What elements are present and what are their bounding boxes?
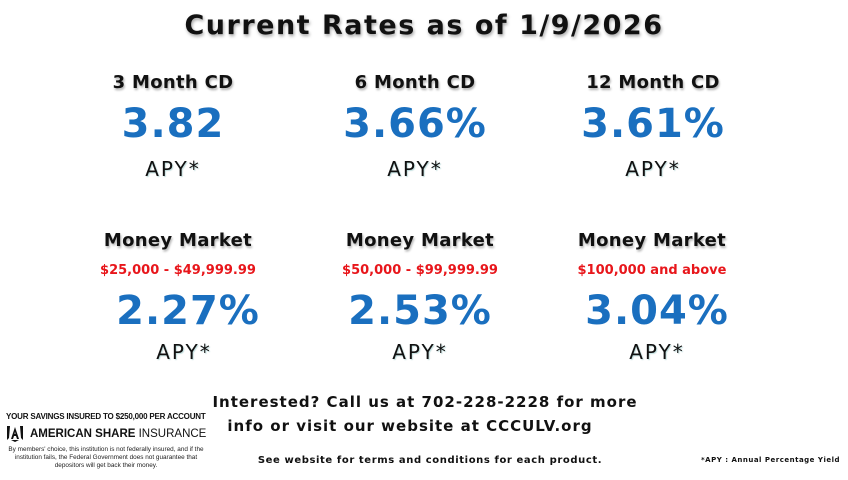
product-label: Money Market — [577, 230, 727, 251]
apy-label: APY* — [145, 157, 201, 181]
apy-label: APY* — [625, 157, 681, 181]
product-label: Money Market — [345, 230, 495, 251]
rate-value: 2.53% — [348, 288, 492, 334]
rate-card-3-month-cd: 3 Month CD 3.82 APY* — [88, 72, 258, 181]
rate-card-12-month-cd: 12 Month CD 3.61% APY* — [568, 72, 738, 181]
rate-card-money-market-tier-2: Money Market $50,000 - $99,999.99 2.53% … — [330, 230, 510, 364]
rate-card-6-month-cd: 6 Month CD 3.66% APY* — [330, 72, 500, 181]
contact-info: Interested? Call us at 702-228-2228 for … — [210, 390, 640, 438]
insurance-disclaimer: By members' choice, this institution is … — [8, 446, 204, 469]
apy-label: APY* — [392, 340, 448, 364]
rate-card-money-market-tier-3: Money Market $100,000 and above 3.04% AP… — [562, 230, 742, 364]
product-label: 3 Month CD — [112, 72, 234, 93]
product-label: Money Market — [103, 230, 253, 251]
contact-line-phone: Interested? Call us at 702-228-2228 for … — [212, 393, 638, 411]
apy-label: APY* — [156, 340, 212, 364]
rate-value: 3.82 — [121, 101, 225, 147]
american-share-insurance-logo-icon — [7, 426, 23, 442]
insurance-brand: AMERICAN SHARE INSURANCE — [6, 425, 216, 442]
apy-footnote: *APY : Annual Percentage Yield — [701, 456, 840, 464]
rate-card-money-market-tier-1: Money Market $25,000 - $49,999.99 2.27% … — [88, 230, 268, 364]
insurance-badge: YOUR SAVINGS INSURED TO $250,000 PER ACC… — [6, 412, 216, 470]
insurance-headline: YOUR SAVINGS INSURED TO $250,000 PER ACC… — [6, 412, 206, 421]
balance-range: $100,000 and above — [577, 263, 727, 278]
contact-line-website: info or visit our website at CCCULV.org — [227, 417, 593, 435]
product-label: 12 Month CD — [586, 72, 720, 93]
apy-label: APY* — [629, 340, 685, 364]
balance-range: $25,000 - $49,999.99 — [100, 263, 256, 278]
rate-value: 2.27% — [116, 288, 260, 334]
balance-range: $50,000 - $99,999.99 — [342, 263, 498, 278]
apy-label: APY* — [387, 157, 443, 181]
insurance-brand-name: AMERICAN SHARE INSURANCE — [30, 427, 207, 440]
rate-value: 3.61% — [581, 101, 725, 147]
rate-value: 3.04% — [585, 288, 729, 334]
page-title: Current Rates as of 1/9/2026 — [184, 10, 664, 41]
rate-value: 3.66% — [343, 101, 487, 147]
terms-note: See website for terms and conditions for… — [257, 455, 603, 466]
product-label: 6 Month CD — [354, 72, 476, 93]
